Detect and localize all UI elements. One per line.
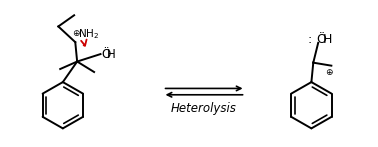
Text: $\oplus$: $\oplus$ xyxy=(325,67,334,77)
Text: H: H xyxy=(323,33,332,46)
Text: Ö: Ö xyxy=(316,33,326,46)
Text: $\oplus$: $\oplus$ xyxy=(73,28,81,38)
Text: Ö: Ö xyxy=(101,48,110,61)
Text: Heterolysis: Heterolysis xyxy=(171,101,237,115)
Text: :: : xyxy=(307,33,311,46)
Text: NH$_2$: NH$_2$ xyxy=(78,28,99,41)
Text: H: H xyxy=(107,48,116,61)
